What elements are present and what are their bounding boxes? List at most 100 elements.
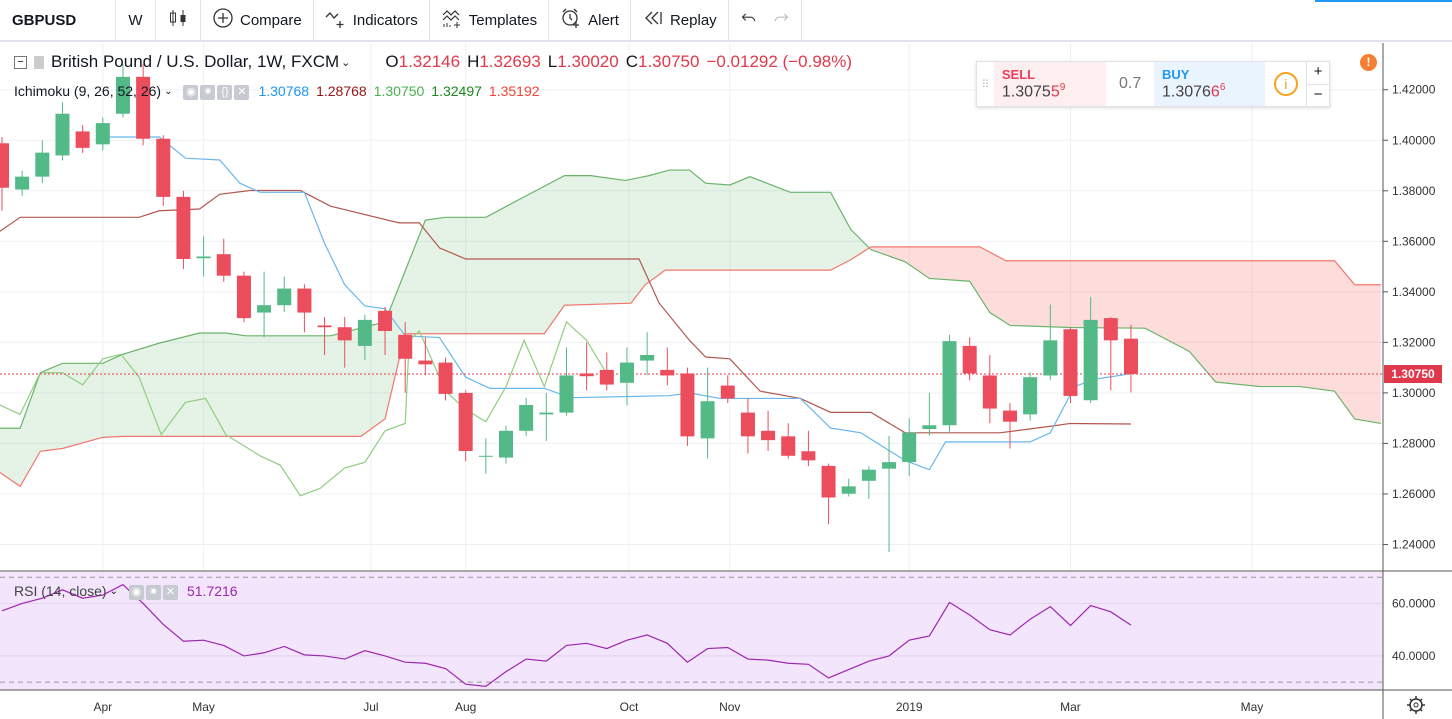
candle-body bbox=[317, 325, 332, 328]
symbol-title[interactable]: British Pound / U.S. Dollar, 1W, FXCM bbox=[51, 52, 340, 71]
collapse-icon[interactable]: − bbox=[14, 55, 27, 69]
gear-icon[interactable]: ✷ bbox=[145, 585, 161, 600]
candle-body bbox=[740, 412, 755, 437]
plus-circle-icon bbox=[212, 7, 234, 33]
symbol-search[interactable]: GBPUSD bbox=[0, 0, 116, 41]
candle-body bbox=[378, 310, 393, 331]
warning-icon[interactable]: ! bbox=[1360, 54, 1377, 71]
buy-button[interactable]: BUY 1.307666 bbox=[1153, 62, 1266, 106]
redo-icon[interactable] bbox=[772, 7, 790, 33]
price-tick-label: 1.38000 bbox=[1392, 184, 1436, 198]
candle-body bbox=[1103, 318, 1118, 341]
symbol-label: GBPUSD bbox=[12, 11, 77, 29]
time-tick-label: 2019 bbox=[896, 700, 923, 714]
candle-body bbox=[257, 305, 272, 313]
interval-label: W bbox=[128, 11, 143, 29]
sell-button[interactable]: SELL 1.307559 bbox=[993, 62, 1107, 106]
candle-body bbox=[761, 430, 776, 441]
symbol-legend: − British Pound / U.S. Dollar, 1W, FXCM ⌄… bbox=[14, 52, 852, 72]
candle-body bbox=[15, 176, 30, 190]
info-button[interactable]: i bbox=[1265, 62, 1308, 106]
replay-button[interactable]: Replay bbox=[631, 0, 729, 41]
rsi-tick-label: 40.0000 bbox=[1392, 649, 1436, 663]
close-icon[interactable]: ✕ bbox=[234, 85, 250, 100]
candle-body bbox=[781, 436, 796, 456]
undo-icon[interactable] bbox=[740, 7, 758, 33]
chevron-down-icon[interactable]: ⌄ bbox=[341, 56, 351, 69]
chart-type-button[interactable] bbox=[156, 0, 201, 41]
buy-label: BUY bbox=[1161, 67, 1190, 82]
candle-body bbox=[156, 138, 171, 197]
chevron-down-icon[interactable]: ⌄ bbox=[109, 585, 118, 597]
ichimoku-value: 1.28768 bbox=[316, 83, 367, 99]
flag-icon bbox=[34, 55, 44, 69]
compare-button[interactable]: Compare bbox=[201, 0, 314, 41]
ohlc-close: C1.30750 bbox=[625, 52, 700, 71]
candle-body bbox=[1123, 338, 1138, 374]
tenkan-line bbox=[100, 136, 1132, 471]
templates-button[interactable]: Templates bbox=[430, 0, 550, 41]
price-tick-label: 1.32000 bbox=[1392, 335, 1436, 349]
compare-label: Compare bbox=[240, 11, 302, 29]
candle-body bbox=[75, 131, 90, 148]
candle-body bbox=[115, 76, 130, 114]
price-chart[interactable]: 1.42000 1.40000 1.38000 1.36000 1.34000 1.320… bbox=[0, 43, 1452, 719]
ohlc-high: H1.32693 bbox=[467, 52, 541, 71]
candle-body bbox=[136, 76, 151, 139]
candle-body bbox=[176, 196, 191, 259]
trading-panel: ⠿ SELL 1.307559 0.7 BUY 1.307666 i + − bbox=[976, 61, 1330, 107]
candle-body bbox=[902, 432, 917, 463]
spread-value: 0.7 bbox=[1119, 75, 1142, 92]
candle-body bbox=[720, 385, 735, 399]
settings-gear-icon[interactable] bbox=[1407, 696, 1425, 714]
price-tick-label: 1.26000 bbox=[1392, 487, 1436, 501]
rsi-pane bbox=[0, 572, 1383, 690]
interval-button[interactable]: W bbox=[116, 0, 156, 41]
price-tick-label: 1.42000 bbox=[1392, 83, 1436, 97]
ichimoku-value: 1.35192 bbox=[488, 83, 540, 99]
alert-button[interactable]: Alert bbox=[549, 0, 631, 41]
price-change: −0.01292 (−0.98%) bbox=[706, 52, 853, 71]
candle-body bbox=[297, 288, 312, 313]
price-tick-label: 1.30000 bbox=[1392, 386, 1436, 400]
plus-button[interactable]: + bbox=[1307, 62, 1329, 85]
candle-body bbox=[478, 455, 493, 457]
ohlc-low: L1.30020 bbox=[547, 52, 619, 71]
ichimoku-legend: Ichimoku (9, 26, 52, 26) ⌄ ◉ ✷{} ✕ 1.30768 … bbox=[14, 82, 540, 100]
candle-body bbox=[539, 412, 554, 415]
indicators-label: Indicators bbox=[352, 11, 418, 29]
visibility-icon[interactable]: ◉ bbox=[183, 85, 199, 100]
ohlc-open: O1.32146 bbox=[385, 52, 461, 71]
candle-body bbox=[1063, 329, 1078, 396]
info-icon: i bbox=[1273, 72, 1298, 96]
candle-body bbox=[0, 143, 9, 188]
candle-body bbox=[599, 369, 614, 385]
ichimoku-label[interactable]: Ichimoku (9, 26, 52, 26) bbox=[14, 83, 162, 99]
price-tick-label: 1.36000 bbox=[1392, 234, 1436, 248]
axes[interactable]: 1.42000 1.40000 1.38000 1.36000 1.34000 1.320… bbox=[93, 83, 1435, 714]
chevron-down-icon[interactable]: ⌄ bbox=[164, 85, 173, 97]
candle-body bbox=[619, 362, 634, 383]
time-tick-label: Oct bbox=[620, 700, 639, 714]
source-code-icon[interactable]: {} bbox=[217, 85, 233, 100]
rsi-label[interactable]: RSI (14, close) bbox=[14, 583, 107, 599]
close-icon[interactable]: ✕ bbox=[162, 585, 178, 600]
drag-handle[interactable]: ⠿ bbox=[981, 78, 990, 91]
candle-body bbox=[841, 486, 856, 494]
indicators-button[interactable]: Indicators bbox=[314, 0, 430, 41]
time-tick-label: Nov bbox=[719, 700, 740, 714]
candle-body bbox=[499, 430, 513, 458]
minus-button[interactable]: − bbox=[1313, 85, 1323, 103]
candle-body bbox=[1003, 410, 1017, 422]
price-tick-label: 1.28000 bbox=[1392, 436, 1436, 450]
candles-icon bbox=[167, 7, 189, 33]
candle-body bbox=[196, 256, 211, 259]
gear-icon[interactable]: ✷ bbox=[200, 85, 216, 100]
candle-body bbox=[982, 375, 997, 409]
candle-body bbox=[95, 123, 110, 145]
time-tick-label: Jul bbox=[363, 700, 378, 714]
rewind-icon bbox=[642, 7, 664, 33]
undo-redo-group bbox=[729, 0, 802, 41]
candle-body bbox=[519, 405, 534, 431]
visibility-icon[interactable]: ◉ bbox=[128, 585, 144, 600]
